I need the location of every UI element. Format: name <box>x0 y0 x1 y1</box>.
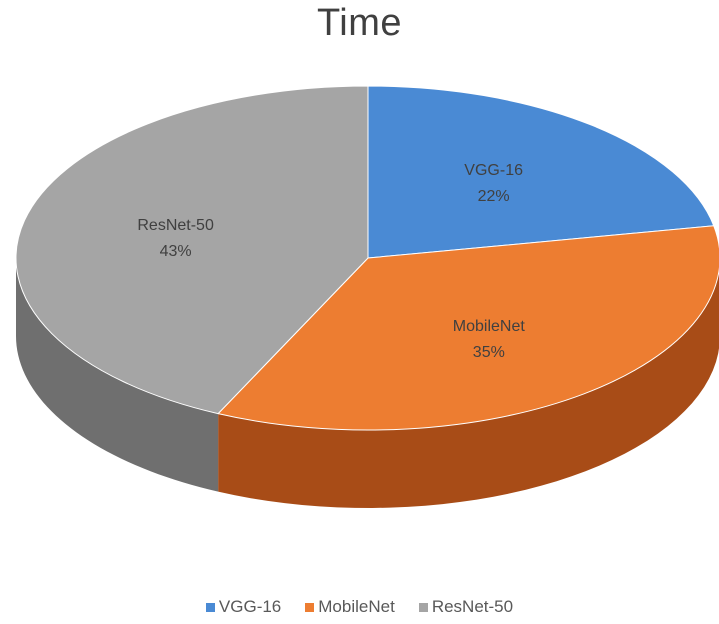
side-wall-mobilenet <box>218 270 719 508</box>
data-label-value: 35% <box>473 344 505 361</box>
legend-item-mobilenet: MobileNet <box>305 597 395 617</box>
pie-slice-vgg-16 <box>367 85 715 259</box>
legend-label: MobileNet <box>318 597 395 616</box>
legend-swatch <box>305 603 315 613</box>
chart-title: Time <box>316 2 403 44</box>
data-label-value: 22% <box>478 188 510 205</box>
data-label-vgg-16: VGG-16 22% <box>464 162 523 205</box>
legend-swatch <box>205 603 215 613</box>
data-label-name: ResNet-50 <box>137 217 214 234</box>
pie-slice-resnet-50 <box>15 85 369 415</box>
data-label-name: VGG-16 <box>464 162 523 179</box>
legend-swatch <box>418 603 428 613</box>
pie-slice-mobilenet <box>217 225 719 431</box>
data-label-mobilenet: MobileNet 35% <box>453 318 526 361</box>
data-label-resnet-50: ResNet-50 43% <box>137 217 214 260</box>
legend-item-resnet-50: ResNet-50 <box>418 597 514 617</box>
legend-item-vgg-16: VGG-16 <box>205 597 282 617</box>
legend-label: VGG-16 <box>218 597 282 616</box>
legend-label: ResNet-50 <box>431 597 514 616</box>
legend: VGG-16 MobileNet ResNet-50 <box>0 597 719 617</box>
side-wall-resnet-50 <box>16 258 219 492</box>
data-label-value: 43% <box>160 243 192 260</box>
pie-side-walls <box>16 258 719 508</box>
data-label-name: MobileNet <box>453 318 526 335</box>
